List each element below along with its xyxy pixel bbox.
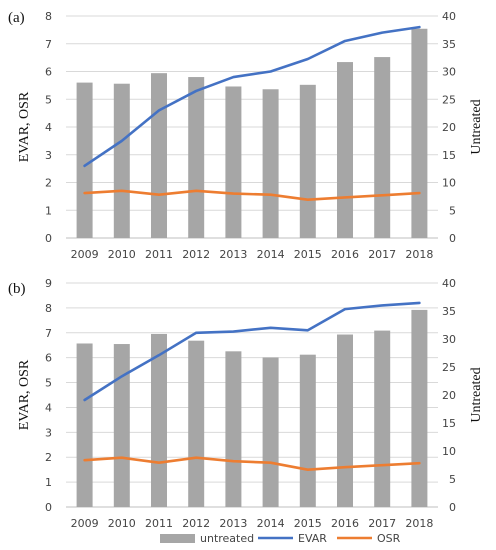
bar-untreated	[337, 62, 353, 238]
y-right-axis-title: Untreated	[469, 367, 484, 422]
bar-untreated	[225, 86, 242, 238]
y-right-tick-label: 35	[442, 38, 456, 51]
bar-untreated	[76, 343, 93, 507]
y-right-tick-label: 10	[442, 445, 456, 458]
y-right-tick-label: 15	[442, 149, 456, 162]
panel-label: (a)	[8, 10, 25, 26]
bar-untreated	[151, 333, 167, 507]
y-left-tick-label: 3	[45, 149, 52, 162]
y-left-axis-title: EVAR, OSR	[17, 359, 32, 430]
x-tick-label: 2018	[405, 248, 433, 261]
y-right-tick-label: 25	[442, 93, 456, 106]
y-left-tick-label: 6	[45, 66, 52, 79]
bar-untreated	[374, 57, 391, 238]
y-left-tick-label: 0	[45, 232, 52, 245]
y-left-tick-label: 2	[45, 177, 52, 190]
bar-untreated	[188, 340, 205, 507]
y-left-tick-label: 3	[45, 426, 52, 439]
x-tick-label: 2012	[182, 517, 210, 530]
bar-untreated	[262, 357, 279, 507]
x-tick-label: 2017	[368, 517, 396, 530]
y-right-tick-label: 5	[449, 204, 456, 217]
y-right-tick-label: 15	[442, 417, 456, 430]
x-tick-label: 2015	[294, 248, 322, 261]
bar-untreated	[299, 354, 316, 507]
y-left-tick-label: 9	[45, 277, 52, 290]
y-right-axis-title: Untreated	[469, 99, 484, 154]
y-right-tick-label: 30	[442, 333, 456, 346]
y-left-tick-label: 4	[45, 401, 52, 414]
legend: untreated EVAR OSR	[160, 532, 401, 545]
bar-untreated	[225, 351, 242, 507]
x-tick-label: 2014	[257, 517, 285, 530]
y-left-tick-label: 8	[45, 10, 52, 23]
x-tick-label: 2014	[257, 248, 285, 261]
y-right-tick-label: 0	[449, 501, 456, 514]
y-left-tick-label: 1	[45, 476, 52, 489]
line-evar	[83, 301, 421, 402]
line-osr	[83, 189, 421, 202]
bar-untreated	[262, 89, 279, 238]
bar-untreated	[113, 344, 130, 507]
y-left-tick-label: 5	[45, 93, 52, 106]
legend-label: OSR	[377, 532, 401, 545]
legend-swatch-untreated	[160, 534, 195, 543]
y-right-tick-label: 40	[442, 10, 456, 23]
y-right-tick-label: 30	[442, 66, 456, 79]
bar-untreated	[113, 83, 130, 239]
x-tick-label: 2012	[182, 248, 210, 261]
y-left-tick-label: 4	[45, 121, 52, 134]
bar-untreated	[374, 330, 391, 507]
bar-untreated	[411, 309, 428, 507]
y-right-tick-label: 20	[442, 389, 456, 402]
x-tick-label: 2010	[108, 248, 136, 261]
x-tick-label: 2013	[219, 248, 247, 261]
y-right-tick-label: 10	[442, 177, 456, 190]
y-left-tick-label: 7	[45, 38, 52, 51]
y-left-tick-label: 6	[45, 352, 52, 365]
legend-label: EVAR	[298, 532, 327, 545]
y-left-tick-label: 8	[45, 302, 52, 315]
bar-untreated	[337, 334, 353, 507]
x-tick-label: 2013	[219, 517, 247, 530]
x-tick-label: 2009	[71, 248, 99, 261]
panel-label: (b)	[8, 281, 26, 297]
chart-panel-1: (a) 0 1 2 3 4 5 6 7 8 0 5 10 15 20 25 30 35 40 2009 2010 2011…	[8, 10, 484, 261]
x-tick-label: 2016	[331, 248, 359, 261]
y-right-tick-label: 0	[449, 232, 456, 245]
y-left-tick-label: 0	[45, 501, 52, 514]
x-tick-label: 2011	[145, 517, 173, 530]
y-right-tick-label: 25	[442, 361, 456, 374]
y-right-tick-label: 5	[449, 473, 456, 486]
bar-untreated	[76, 82, 93, 238]
x-tick-label: 2017	[368, 248, 396, 261]
y-right-tick-label: 35	[442, 305, 456, 318]
y-left-tick-label: 5	[45, 377, 52, 390]
x-tick-label: 2009	[71, 517, 99, 530]
bar-untreated	[151, 73, 167, 238]
x-tick-label: 2016	[331, 517, 359, 530]
bar-untreated	[188, 77, 205, 238]
x-tick-label: 2018	[405, 517, 433, 530]
chart-panel-2: (b) 0 1 2 3 4 5 6 7 8 9 0 5 10 15 20 25 30 35 40 2009 2010 201…	[8, 277, 484, 530]
x-tick-label: 2015	[294, 517, 322, 530]
y-left-tick-label: 7	[45, 327, 52, 340]
x-tick-label: 2010	[108, 517, 136, 530]
x-tick-label: 2011	[145, 248, 173, 261]
line-osr	[83, 456, 421, 471]
line-evar	[83, 25, 421, 168]
legend-label: untreated	[200, 532, 254, 545]
bar-untreated	[299, 84, 316, 238]
y-left-tick-label: 1	[45, 204, 52, 217]
bar-untreated	[411, 28, 428, 238]
y-right-tick-label: 20	[442, 121, 456, 134]
y-left-axis-title: EVAR, OSR	[17, 91, 32, 162]
y-right-tick-label: 40	[442, 277, 456, 290]
y-left-tick-label: 2	[45, 451, 52, 464]
